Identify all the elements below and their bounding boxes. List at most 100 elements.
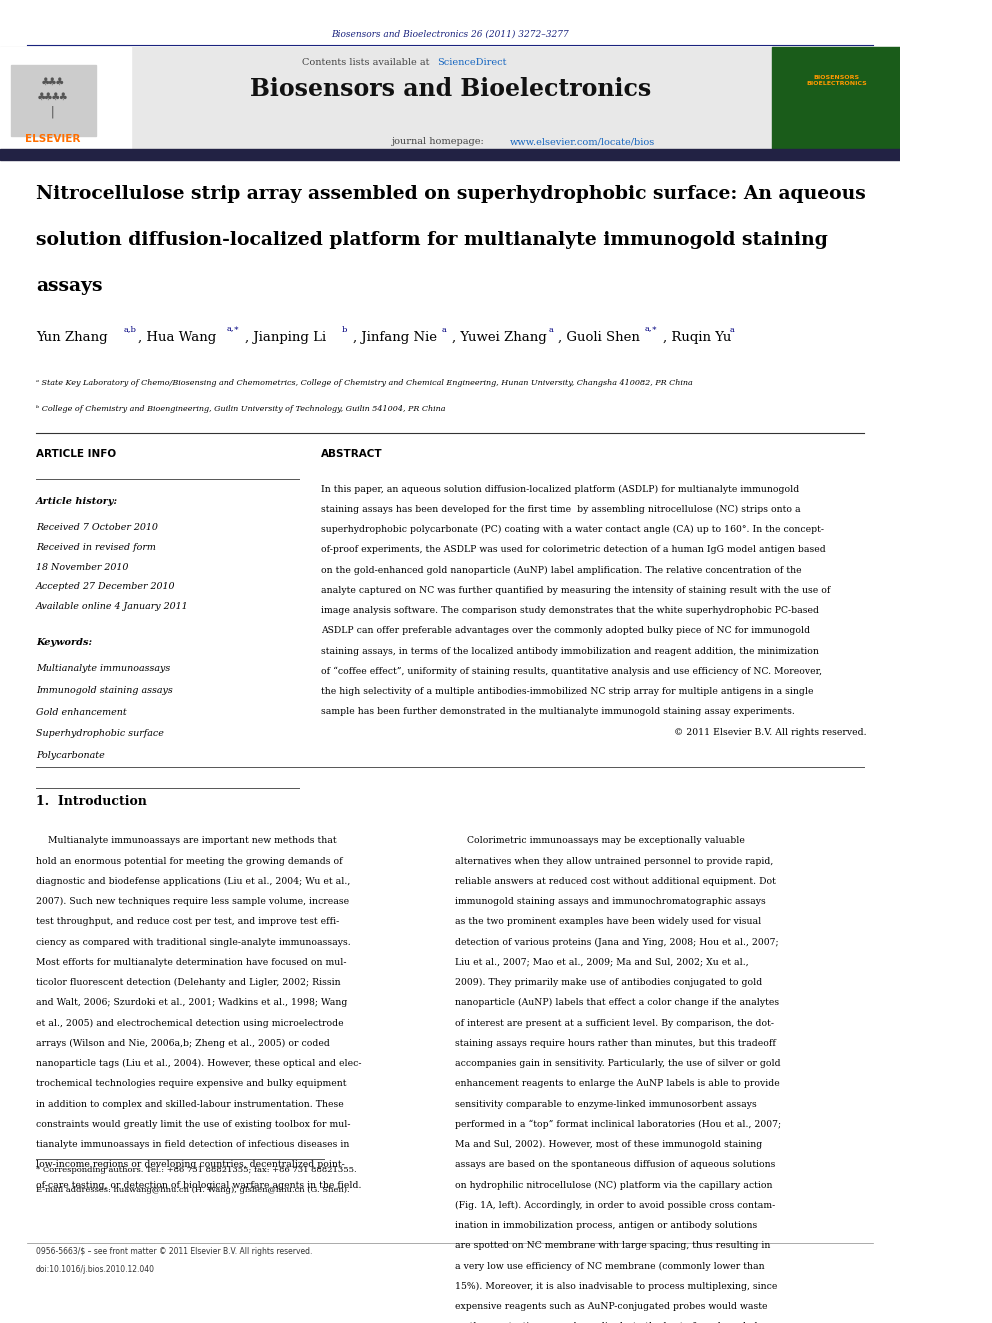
Text: Superhydrophobic surface: Superhydrophobic surface xyxy=(36,729,164,738)
Text: staining assays require hours rather than minutes, but this tradeoff: staining assays require hours rather tha… xyxy=(454,1039,776,1048)
Text: low-income regions or developing countries, decentralized point-: low-income regions or developing countri… xyxy=(36,1160,345,1170)
Text: a,b: a,b xyxy=(123,325,136,333)
Text: trochemical technologies require expensive and bulky equipment: trochemical technologies require expensi… xyxy=(36,1080,346,1089)
Text: sensitivity comparable to enzyme-linked immunosorbent assays: sensitivity comparable to enzyme-linked … xyxy=(454,1099,757,1109)
Text: Colorimetric immunoassays may be exceptionally valuable: Colorimetric immunoassays may be excepti… xyxy=(454,836,745,845)
Text: of-proof experiments, the ASDLP was used for colorimetric detection of a human I: of-proof experiments, the ASDLP was used… xyxy=(321,545,826,554)
Text: Biosensors and Bioelectronics 26 (2011) 3272–3277: Biosensors and Bioelectronics 26 (2011) … xyxy=(331,29,569,38)
Bar xyxy=(0,48,131,151)
Text: nanoparticle tags (Liu et al., 2004). However, these optical and elec-: nanoparticle tags (Liu et al., 2004). Ho… xyxy=(36,1058,361,1068)
Text: assays: assays xyxy=(36,277,102,295)
Text: © 2011 Elsevier B.V. All rights reserved.: © 2011 Elsevier B.V. All rights reserved… xyxy=(675,728,867,737)
Text: expensive reagents such as AuNP-conjugated probes would waste: expensive reagents such as AuNP-conjugat… xyxy=(454,1302,767,1311)
Text: Nitrocellulose strip array assembled on superhydrophobic surface: An aqueous: Nitrocellulose strip array assembled on … xyxy=(36,185,866,202)
Text: the high selectivity of a multiple antibodies-immobilized NC strip array for mul: the high selectivity of a multiple antib… xyxy=(321,687,813,696)
Text: ination in immobilization process, antigen or antibody solutions: ination in immobilization process, antig… xyxy=(454,1221,757,1230)
Text: 15%). Moreover, it is also inadvisable to process multiplexing, since: 15%). Moreover, it is also inadvisable t… xyxy=(454,1282,777,1291)
Text: as the two prominent examples have been widely used for visual: as the two prominent examples have been … xyxy=(454,917,761,926)
Bar xyxy=(0,148,901,160)
Text: ARTICLE INFO: ARTICLE INFO xyxy=(36,448,116,459)
Text: Immunogold staining assays: Immunogold staining assays xyxy=(36,685,173,695)
Text: Yun Zhang: Yun Zhang xyxy=(36,331,108,344)
Text: detection of various proteins (Jana and Ying, 2008; Hou et al., 2007;: detection of various proteins (Jana and … xyxy=(454,938,779,947)
Text: and Walt, 2006; Szurdoki et al., 2001; Wadkins et al., 1998; Wang: and Walt, 2006; Szurdoki et al., 2001; W… xyxy=(36,999,347,1007)
Text: Liu et al., 2007; Mao et al., 2009; Ma and Sul, 2002; Xu et al.,: Liu et al., 2007; Mao et al., 2009; Ma a… xyxy=(454,958,748,967)
Text: a: a xyxy=(442,325,447,333)
Text: ABSTRACT: ABSTRACT xyxy=(321,448,383,459)
Text: 0956-5663/$ – see front matter © 2011 Elsevier B.V. All rights reserved.: 0956-5663/$ – see front matter © 2011 El… xyxy=(36,1248,312,1257)
Text: analyte captured on NC was further quantified by measuring the intensity of stai: analyte captured on NC was further quant… xyxy=(321,586,830,595)
Text: , Yuwei Zhang: , Yuwei Zhang xyxy=(452,331,547,344)
Text: performed in a “top” format inclinical laboratories (Hou et al., 2007;: performed in a “top” format inclinical l… xyxy=(454,1119,781,1129)
Text: 2007). Such new techniques require less sample volume, increase: 2007). Such new techniques require less … xyxy=(36,897,349,906)
Text: Gold enhancement: Gold enhancement xyxy=(36,708,127,717)
Text: In this paper, an aqueous solution diffusion-localized platform (ASDLP) for mult: In this paper, an aqueous solution diffu… xyxy=(321,484,800,493)
Text: journal homepage:: journal homepage: xyxy=(392,138,487,146)
Bar xyxy=(11,65,96,136)
Bar xyxy=(0,48,901,151)
Text: , Guoli Shen: , Guoli Shen xyxy=(558,331,640,344)
Text: E-mail addresses: huawang@hnu.cn (H. Wang), glshen@hnu.cn (G. Shen).: E-mail addresses: huawang@hnu.cn (H. Wan… xyxy=(36,1185,349,1193)
Text: constraints would greatly limit the use of existing toolbox for mul-: constraints would greatly limit the use … xyxy=(36,1119,350,1129)
Text: Multianalyte immunoassays: Multianalyte immunoassays xyxy=(36,664,171,673)
Text: Ma and Sul, 2002). However, most of these immunogold staining: Ma and Sul, 2002). However, most of thes… xyxy=(454,1140,762,1150)
Text: a,∗: a,∗ xyxy=(227,325,240,333)
Text: image analysis software. The comparison study demonstrates that the white superh: image analysis software. The comparison … xyxy=(321,606,819,615)
Bar xyxy=(773,48,901,151)
Text: * Corresponding authors. Tel.: +86 731 88821355; fax: +86 731 88821355.: * Corresponding authors. Tel.: +86 731 8… xyxy=(36,1167,357,1175)
Text: , Jianping Li: , Jianping Li xyxy=(245,331,326,344)
Text: ASDLP can offer preferable advantages over the commonly adopted bulky piece of N: ASDLP can offer preferable advantages ov… xyxy=(321,626,810,635)
Text: et al., 2005) and electrochemical detection using microelectrode: et al., 2005) and electrochemical detect… xyxy=(36,1019,343,1028)
Text: accompanies gain in sensitivity. Particularly, the use of silver or gold: accompanies gain in sensitivity. Particu… xyxy=(454,1058,781,1068)
Text: are spotted on NC membrane with large spacing, thus resulting in: are spotted on NC membrane with large sp… xyxy=(454,1241,770,1250)
Text: a very low use efficiency of NC membrane (commonly lower than: a very low use efficiency of NC membrane… xyxy=(454,1262,764,1270)
Text: Available online 4 January 2011: Available online 4 January 2011 xyxy=(36,602,188,611)
Text: ticolor fluorescent detection (Delehanty and Ligler, 2002; Rissin: ticolor fluorescent detection (Delehanty… xyxy=(36,978,340,987)
Text: www.elsevier.com/locate/bios: www.elsevier.com/locate/bios xyxy=(510,138,655,146)
Text: sample has been further demonstrated in the multianalyte immunogold staining ass: sample has been further demonstrated in … xyxy=(321,708,796,716)
Text: ♣♣♣
♣♣♣♣
  |: ♣♣♣ ♣♣♣♣ | xyxy=(35,75,71,119)
Text: (Fig. 1A, left). Accordingly, in order to avoid possible cross contam-: (Fig. 1A, left). Accordingly, in order t… xyxy=(454,1201,775,1211)
Text: ciency as compared with traditional single-analyte immunoassays.: ciency as compared with traditional sing… xyxy=(36,938,351,946)
Text: 18 November 2010: 18 November 2010 xyxy=(36,562,128,572)
Text: staining assays, in terms of the localized antibody immobilization and reagent a: staining assays, in terms of the localiz… xyxy=(321,647,819,655)
Text: Most efforts for multianalyte determination have focused on mul-: Most efforts for multianalyte determinat… xyxy=(36,958,346,967)
Text: , Ruqin Yu: , Ruqin Yu xyxy=(663,331,731,344)
Text: ELSEVIER: ELSEVIER xyxy=(26,134,80,144)
Text: superhydrophobic polycarbonate (PC) coating with a water contact angle (CA) up t: superhydrophobic polycarbonate (PC) coat… xyxy=(321,525,824,534)
Text: in addition to complex and skilled-labour instrumentation. These: in addition to complex and skilled-labou… xyxy=(36,1099,344,1109)
Text: alternatives when they allow untrained personnel to provide rapid,: alternatives when they allow untrained p… xyxy=(454,856,773,865)
Text: on hydrophilic nitrocellulose (NC) platform via the capillary action: on hydrophilic nitrocellulose (NC) platf… xyxy=(454,1180,772,1189)
Text: a: a xyxy=(549,325,554,333)
Text: on the gold-enhanced gold nanoparticle (AuNP) label amplification. The relative : on the gold-enhanced gold nanoparticle (… xyxy=(321,565,802,574)
Text: a,∗: a,∗ xyxy=(645,325,658,333)
Text: Biosensors and Bioelectronics: Biosensors and Bioelectronics xyxy=(250,77,651,101)
Text: ScienceDirect: ScienceDirect xyxy=(436,58,506,66)
Text: Received in revised form: Received in revised form xyxy=(36,544,156,553)
Text: a: a xyxy=(729,325,734,333)
Text: ᵇ College of Chemistry and Bioengineering, Guilin University of Technology, Guil: ᵇ College of Chemistry and Bioengineerin… xyxy=(36,405,445,413)
Text: assays are based on the spontaneous diffusion of aqueous solutions: assays are based on the spontaneous diff… xyxy=(454,1160,775,1170)
Text: Contents lists available at: Contents lists available at xyxy=(302,58,433,66)
Text: test throughput, and reduce cost per test, and improve test effi-: test throughput, and reduce cost per tes… xyxy=(36,917,339,926)
Text: Received 7 October 2010: Received 7 October 2010 xyxy=(36,523,158,532)
Text: enhancement reagents to enlarge the AuNP labels is able to provide: enhancement reagents to enlarge the AuNP… xyxy=(454,1080,780,1089)
Text: , Jinfang Nie: , Jinfang Nie xyxy=(353,331,436,344)
Text: 1.  Introduction: 1. Introduction xyxy=(36,795,147,808)
Text: 2009). They primarily make use of antibodies conjugated to gold: 2009). They primarily make use of antibo… xyxy=(454,978,762,987)
Text: immunogold staining assays and immunochromatographic assays: immunogold staining assays and immunochr… xyxy=(454,897,766,906)
Text: arrays (Wilson and Nie, 2006a,b; Zheng et al., 2005) or coded: arrays (Wilson and Nie, 2006a,b; Zheng e… xyxy=(36,1039,330,1048)
Text: diagnostic and biodefense applications (Liu et al., 2004; Wu et al.,: diagnostic and biodefense applications (… xyxy=(36,877,350,886)
Text: Article history:: Article history: xyxy=(36,497,118,507)
Text: solution diffusion-localized platform for multianalyte immunogold staining: solution diffusion-localized platform fo… xyxy=(36,230,828,249)
Text: Keywords:: Keywords: xyxy=(36,638,92,647)
Text: reliable answers at reduced cost without additional equipment. Dot: reliable answers at reduced cost without… xyxy=(454,877,776,886)
Text: Multianalyte immunoassays are important new methods that: Multianalyte immunoassays are important … xyxy=(36,836,336,845)
Text: doi:10.1016/j.bios.2010.12.040: doi:10.1016/j.bios.2010.12.040 xyxy=(36,1265,155,1274)
Text: of-care testing, or detection of biological warfare agents in the field.: of-care testing, or detection of biologi… xyxy=(36,1180,361,1189)
Text: of “coffee effect”, uniformity of staining results, quantitative analysis and us: of “coffee effect”, uniformity of staini… xyxy=(321,667,822,676)
Text: , Hua Wang: , Hua Wang xyxy=(138,331,216,344)
Text: tianalyte immunoassays in field detection of infectious diseases in: tianalyte immunoassays in field detectio… xyxy=(36,1140,349,1150)
Text: of interest are present at a sufficient level. By comparison, the dot-: of interest are present at a sufficient … xyxy=(454,1019,774,1028)
Text: staining assays has been developed for the first time  by assembling nitrocellul: staining assays has been developed for t… xyxy=(321,505,801,513)
